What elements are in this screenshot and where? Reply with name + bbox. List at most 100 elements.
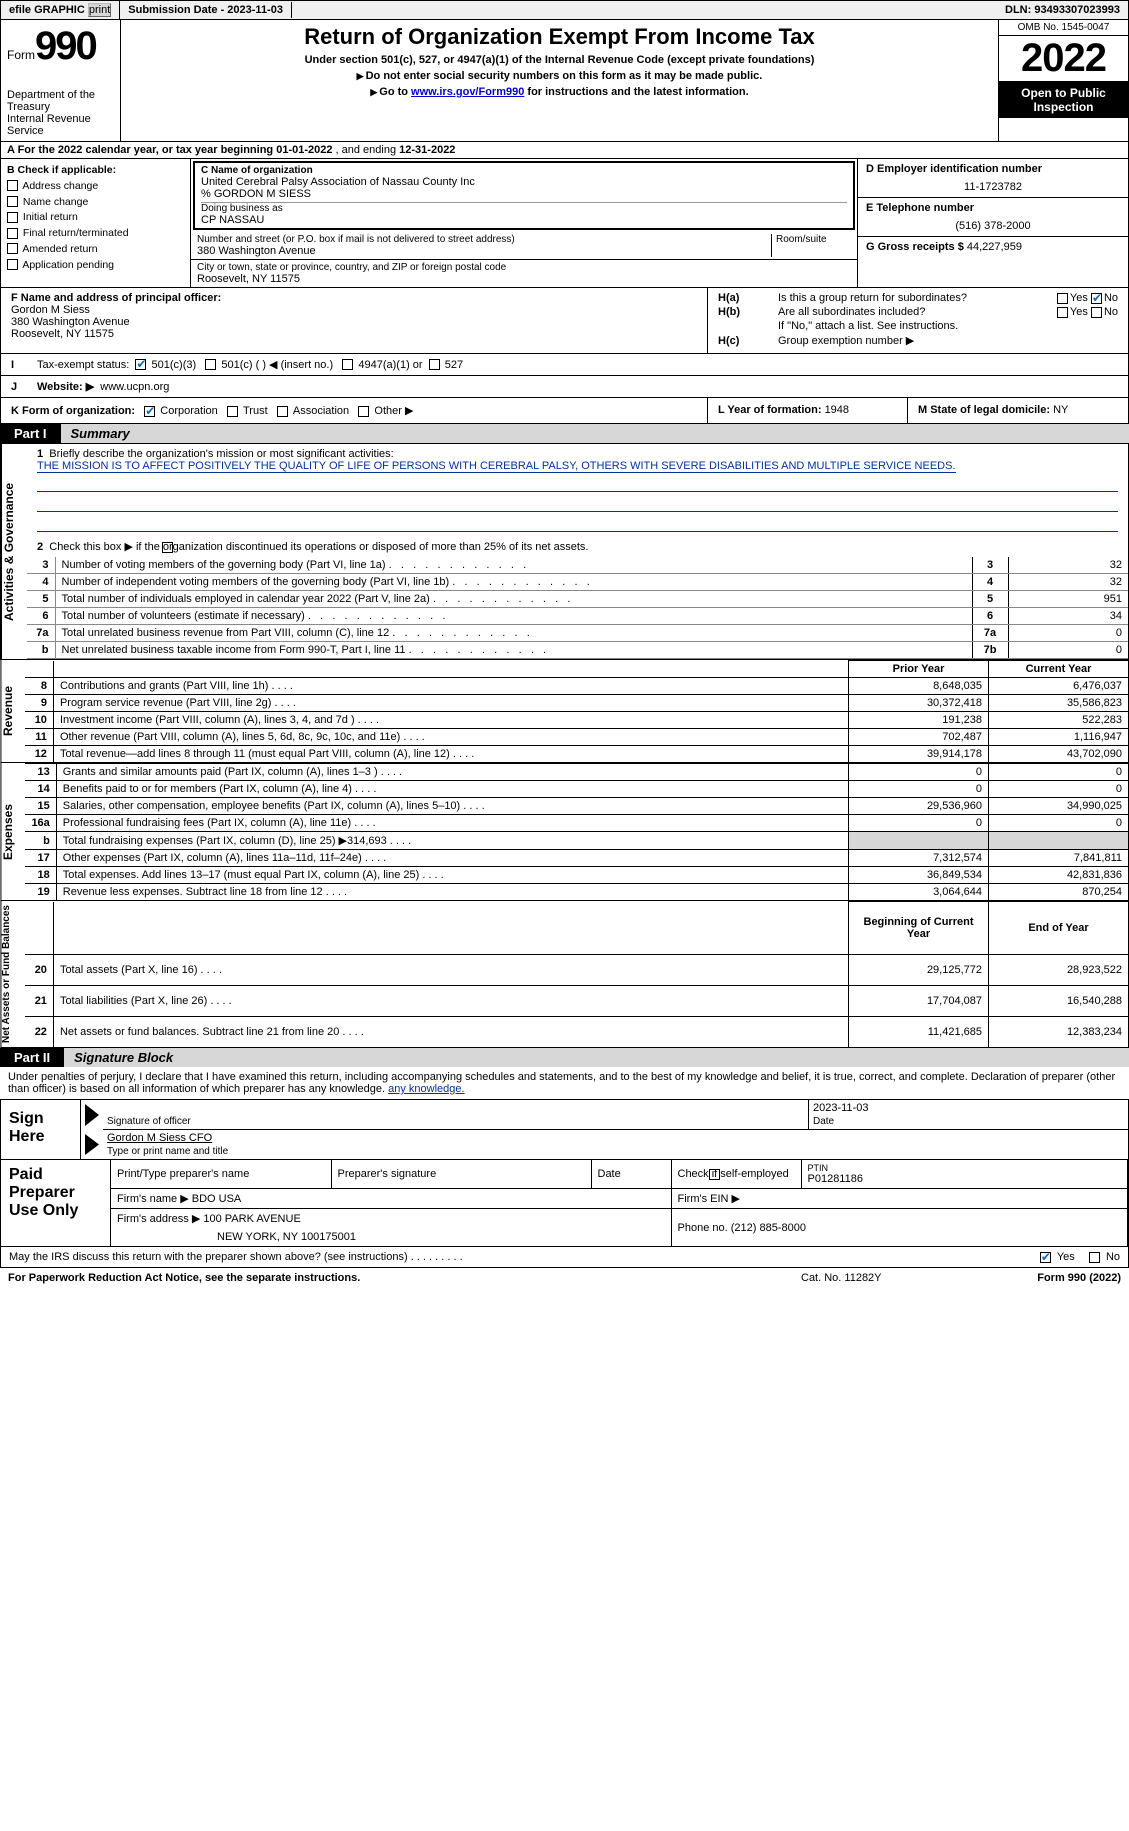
- summary-expenses: Expenses 13Grants and similar amounts pa…: [0, 763, 1129, 901]
- cb-527[interactable]: [429, 359, 440, 370]
- sign-date: 2023-11-03 Date: [808, 1100, 1128, 1130]
- street-address: 380 Washington Avenue: [197, 245, 771, 257]
- city-box: City or town, state or province, country…: [191, 260, 857, 287]
- instructions-link[interactable]: www.irs.gov/Form990: [411, 86, 524, 98]
- paid-preparer-label: Paid Preparer Use Only: [1, 1160, 111, 1246]
- cb-association[interactable]: [277, 406, 288, 417]
- subtitle-2: Do not enter social security numbers on …: [127, 70, 992, 82]
- summary-revenue: Revenue Prior YearCurrent Year8Contribut…: [0, 660, 1129, 763]
- table-row: 15Salaries, other compensation, employee…: [25, 798, 1128, 815]
- print-button[interactable]: print: [88, 3, 111, 17]
- cb-no[interactable]: [1089, 1252, 1100, 1263]
- table-row: 21Total liabilities (Part X, line 26) . …: [25, 985, 1128, 1016]
- row-i-tax-exempt: I Tax-exempt status: 501(c)(3) 501(c) ( …: [0, 354, 1129, 376]
- cb-address-change[interactable]: Address change: [7, 179, 184, 195]
- table-row: 8Contributions and grants (Part VIII, li…: [25, 678, 1128, 695]
- cb-4947[interactable]: [342, 359, 353, 370]
- col-c-org-info: C Name of organization United Cerebral P…: [191, 159, 858, 287]
- table-row: 18Total expenses. Add lines 13–17 (must …: [25, 867, 1128, 884]
- mission-text: THE MISSION IS TO AFFECT POSITIVELY THE …: [37, 460, 956, 473]
- cb-corporation[interactable]: [144, 406, 155, 417]
- efile-label: efile GRAPHIC print: [1, 1, 120, 19]
- part-1-header: Part I Summary: [0, 424, 1129, 443]
- cb-501c[interactable]: [205, 359, 216, 370]
- org-name-box: C Name of organization United Cerebral P…: [193, 161, 855, 230]
- sign-here-label: Sign Here: [1, 1100, 81, 1159]
- table-row: bNet unrelated business taxable income f…: [27, 642, 1128, 659]
- col-d-ein-phone: D Employer identification number 11-1723…: [858, 159, 1128, 287]
- dept-label: Department of the Treasury Internal Reve…: [7, 89, 114, 137]
- top-toolbar: efile GRAPHIC print Submission Date - 20…: [0, 0, 1129, 20]
- officer-name: Gordon M Siess CFO Type or print name an…: [103, 1130, 1128, 1159]
- side-label-expenses: Expenses: [0, 763, 25, 901]
- col-b-checkboxes: B Check if applicable: Address change Na…: [1, 159, 191, 287]
- arrow-icon: [85, 1134, 99, 1155]
- dba: CP NASSAU: [201, 214, 847, 226]
- phone-box: E Telephone number (516) 378-2000: [858, 198, 1128, 237]
- cb-initial-return[interactable]: Initial return: [7, 210, 184, 226]
- table-row: 11Other revenue (Part VIII, column (A), …: [25, 729, 1128, 746]
- row-klm: K Form of organization: Corporation Trus…: [0, 398, 1129, 424]
- blank-line: [37, 478, 1118, 492]
- year-of-formation: L Year of formation: 1948: [708, 398, 908, 423]
- arrow-icon: [85, 1104, 99, 1126]
- care-of: % GORDON M SIESS: [201, 188, 847, 200]
- spacer: [292, 8, 997, 12]
- cb-amended-return[interactable]: Amended return: [7, 242, 184, 258]
- table-row: 3Number of voting members of the governi…: [27, 557, 1128, 574]
- blank-line: [37, 518, 1118, 532]
- table-row: 16aProfessional fundraising fees (Part I…: [25, 815, 1128, 832]
- gross-receipts: G Gross receipts $ 44,227,959: [858, 237, 1128, 257]
- mission-box: 1 Briefly describe the organization's mi…: [27, 444, 1128, 536]
- sign-here-block: Sign Here Signature of officer 2023-11-0…: [0, 1099, 1129, 1160]
- street-address-box: Number and street (or P.O. box if mail i…: [191, 232, 857, 260]
- ein-box: D Employer identification number 11-1723…: [858, 159, 1128, 198]
- line-2: 2 Check this box ▶ if the organization d…: [27, 536, 1128, 557]
- table-row: 12Total revenue—add lines 8 through 11 (…: [25, 746, 1128, 763]
- principal-officer: F Name and address of principal officer:…: [1, 288, 708, 353]
- table-row: 17Other expenses (Part IX, column (A), l…: [25, 850, 1128, 867]
- blank-line: [37, 498, 1118, 512]
- governance-table: 3Number of voting members of the governi…: [27, 557, 1128, 659]
- form-header: Form990 Department of the Treasury Inter…: [0, 20, 1129, 142]
- state-domicile: M State of legal domicile: NY: [908, 398, 1128, 423]
- cb-discontinued[interactable]: [162, 542, 173, 553]
- open-to-public: Open to Public Inspection: [999, 82, 1128, 118]
- city-state-zip: Roosevelt, NY 11575: [197, 273, 851, 285]
- tax-year: 2022: [999, 36, 1128, 82]
- table-row: 20Total assets (Part X, line 16) . . . .…: [25, 954, 1128, 985]
- table-row: 7aTotal unrelated business revenue from …: [27, 625, 1128, 642]
- form-title: Return of Organization Exempt From Incom…: [127, 24, 992, 50]
- officer-signature[interactable]: Signature of officer: [103, 1100, 808, 1130]
- cb-trust[interactable]: [227, 406, 238, 417]
- summary-governance: Activities & Governance 1 Briefly descri…: [0, 443, 1129, 660]
- year-box: OMB No. 1545-0047 2022 Open to Public In…: [998, 20, 1128, 141]
- row-a-tax-year: A For the 2022 calendar year, or tax yea…: [0, 142, 1129, 159]
- part-2-header: Part II Signature Block: [0, 1048, 1129, 1067]
- table-row: 4Number of independent voting members of…: [27, 574, 1128, 591]
- subtitle-3: Go to www.irs.gov/Form990 for instructio…: [127, 86, 992, 98]
- side-label-revenue: Revenue: [0, 660, 25, 763]
- cb-501c3[interactable]: [135, 359, 146, 370]
- table-row: 5Total number of individuals employed in…: [27, 591, 1128, 608]
- cb-yes[interactable]: [1040, 1252, 1051, 1263]
- page-footer: For Paperwork Reduction Act Notice, see …: [0, 1268, 1129, 1288]
- summary-netassets: Net Assets or Fund Balances Beginning of…: [0, 901, 1129, 1048]
- cb-name-change[interactable]: Name change: [7, 195, 184, 211]
- table-row: 13Grants and similar amounts paid (Part …: [25, 764, 1128, 781]
- table-row: bTotal fundraising expenses (Part IX, co…: [25, 832, 1128, 850]
- cb-other[interactable]: [358, 406, 369, 417]
- cb-application-pending[interactable]: Application pending: [7, 258, 184, 274]
- form-of-org: K Form of organization: Corporation Trus…: [1, 398, 708, 423]
- group-return-box: H(a) Is this a group return for subordin…: [708, 288, 1128, 353]
- expenses-table: 13Grants and similar amounts paid (Part …: [25, 763, 1129, 901]
- omb-number: OMB No. 1545-0047: [999, 20, 1128, 36]
- preparer-table: Print/Type preparer's name Preparer's si…: [111, 1160, 1128, 1246]
- netassets-table: Beginning of Current YearEnd of Year20To…: [25, 901, 1129, 1048]
- side-label-governance: Activities & Governance: [1, 444, 27, 659]
- subtitle-1: Under section 501(c), 527, or 4947(a)(1)…: [127, 54, 992, 66]
- revenue-table: Prior YearCurrent Year8Contributions and…: [25, 660, 1129, 763]
- cb-final-return[interactable]: Final return/terminated: [7, 226, 184, 242]
- cb-self-employed[interactable]: [709, 1169, 720, 1180]
- form-title-box: Return of Organization Exempt From Incom…: [121, 20, 998, 141]
